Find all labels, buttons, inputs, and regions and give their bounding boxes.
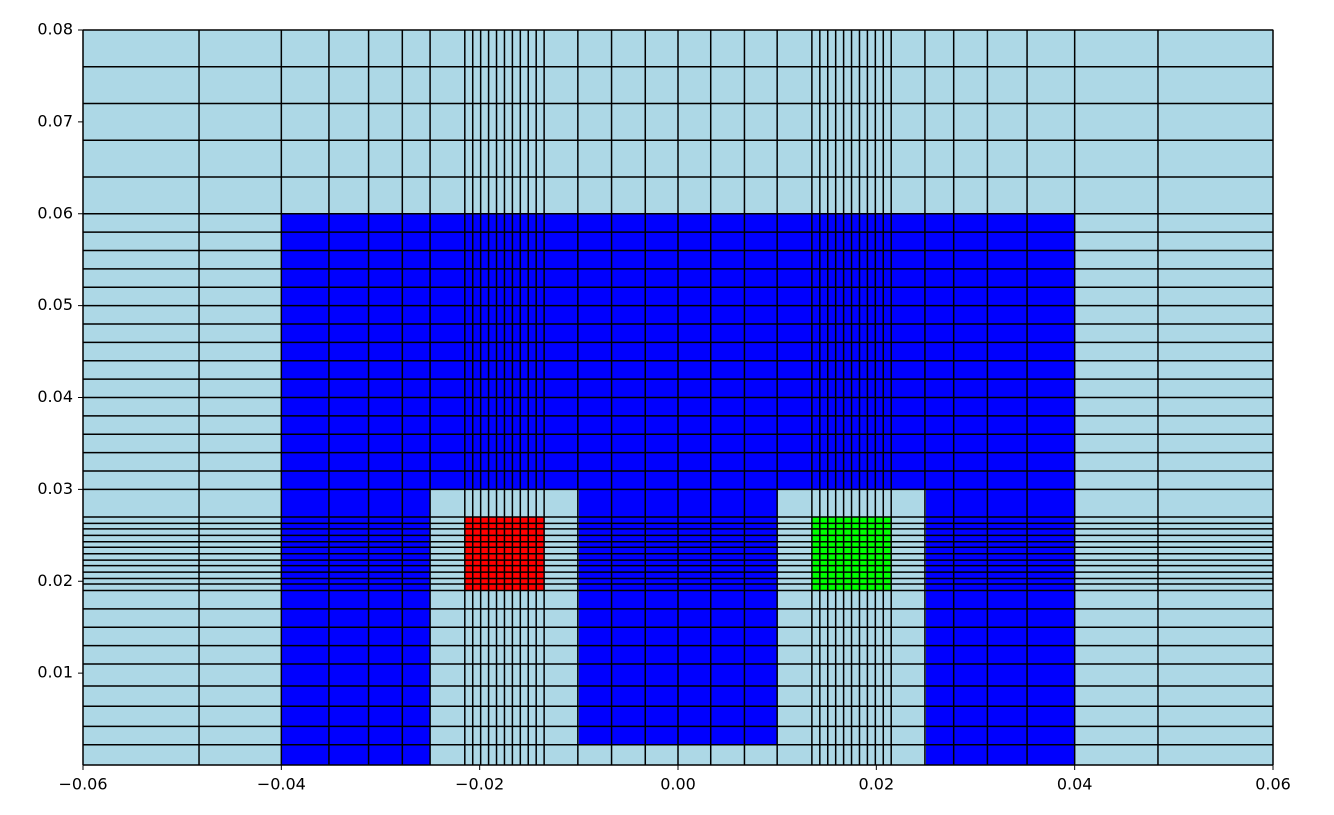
y-tick-label: 0.05 bbox=[37, 295, 73, 314]
y-tick-label: 0.08 bbox=[37, 20, 73, 39]
y-tick-label: 0.02 bbox=[37, 571, 73, 590]
y-tick-label: 0.06 bbox=[37, 203, 73, 222]
x-tick-label: −0.06 bbox=[58, 775, 107, 794]
x-tick-label: 0.02 bbox=[859, 775, 895, 794]
y-tick-label: 0.01 bbox=[37, 663, 73, 682]
x-tick-label: −0.04 bbox=[257, 775, 306, 794]
x-tick-label: 0.06 bbox=[1255, 775, 1291, 794]
y-tick-label: 0.07 bbox=[37, 111, 73, 130]
y-tick-label: 0.04 bbox=[37, 387, 73, 406]
y-tick-label: 0.03 bbox=[37, 479, 73, 498]
x-tick-label: 0.00 bbox=[660, 775, 696, 794]
x-tick-label: 0.04 bbox=[1057, 775, 1093, 794]
x-tick-label: −0.02 bbox=[455, 775, 504, 794]
